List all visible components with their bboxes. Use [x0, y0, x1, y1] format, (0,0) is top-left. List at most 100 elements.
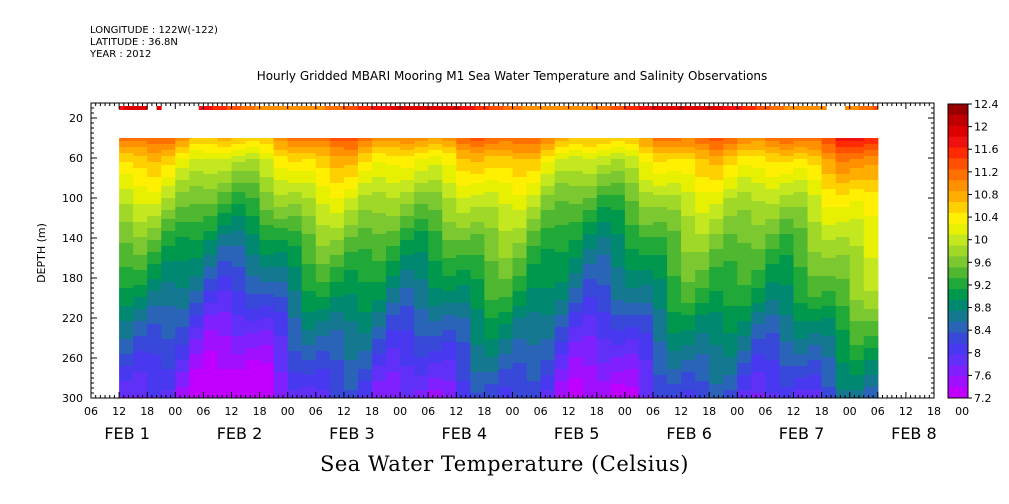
- temperature-cell: [765, 243, 781, 247]
- temperature-cell: [386, 276, 401, 280]
- temperature-cell: [863, 249, 879, 253]
- surface-temperature-cell: [854, 106, 860, 110]
- temperature-cell: [737, 228, 752, 232]
- temperature-cell: [863, 165, 879, 169]
- temperature-cell: [751, 348, 766, 352]
- temperature-cell: [751, 309, 766, 313]
- temperature-cell: [189, 372, 204, 376]
- temperature-cell: [681, 240, 696, 244]
- temperature-cell: [414, 174, 429, 178]
- temperature-cell: [386, 255, 401, 259]
- temperature-cell: [329, 174, 345, 178]
- temperature-cell: [793, 390, 809, 394]
- temperature-cell: [653, 354, 668, 358]
- temperature-cell: [442, 327, 457, 331]
- temperature-cell: [484, 366, 500, 370]
- temperature-cell: [582, 318, 598, 322]
- temperature-cell: [470, 180, 485, 184]
- temperature-cell: [357, 333, 373, 337]
- temperature-cell: [498, 219, 514, 223]
- temperature-cell: [849, 246, 865, 250]
- temperature-cell: [526, 177, 542, 181]
- temperature-cell: [624, 153, 640, 157]
- temperature-cell: [512, 210, 528, 214]
- temperature-cell: [343, 276, 359, 280]
- temperature-cell: [442, 387, 457, 391]
- temperature-cell: [372, 207, 387, 211]
- temperature-cell: [273, 246, 289, 250]
- temperature-cell: [835, 351, 851, 355]
- temperature-cell: [287, 357, 303, 361]
- temperature-cell: [681, 351, 696, 355]
- temperature-cell: [512, 279, 528, 283]
- temperature-cell: [203, 327, 219, 331]
- temperature-cell: [596, 240, 612, 244]
- temperature-cell: [568, 141, 584, 145]
- temperature-cell: [343, 243, 359, 247]
- temperature-cell: [568, 165, 584, 169]
- temperature-cell: [119, 270, 134, 274]
- temperature-cell: [835, 267, 851, 271]
- temperature-cell: [807, 279, 823, 283]
- temperature-cell: [723, 306, 738, 310]
- temperature-cell: [695, 213, 710, 217]
- temperature-cell: [779, 282, 795, 286]
- temperature-cell: [259, 342, 275, 346]
- temperature-cell: [667, 318, 682, 322]
- temperature-cell: [849, 240, 865, 244]
- temperature-cell: [835, 321, 851, 325]
- temperature-cell: [133, 333, 148, 337]
- temperature-cell: [133, 378, 148, 382]
- temperature-cell: [554, 198, 570, 202]
- temperature-cell: [568, 228, 584, 232]
- temperature-cell: [414, 375, 429, 379]
- temperature-cell: [667, 396, 682, 398]
- temperature-cell: [203, 141, 219, 145]
- temperature-cell: [133, 318, 148, 322]
- temperature-cell: [863, 345, 879, 349]
- temperature-cell: [624, 204, 640, 208]
- temperature-cell: [568, 147, 584, 151]
- temperature-cell: [821, 258, 837, 262]
- temperature-cell: [723, 300, 738, 304]
- temperature-cell: [231, 192, 247, 196]
- temperature-cell: [849, 279, 865, 283]
- temperature-cell: [835, 225, 851, 229]
- temperature-cell: [751, 303, 766, 307]
- temperature-cell: [119, 255, 134, 259]
- temperature-cell: [681, 144, 696, 148]
- temperature-cell: [568, 351, 584, 355]
- temperature-cell: [624, 261, 640, 265]
- temperature-cell: [470, 387, 485, 391]
- surface-temperature-cell: [643, 106, 649, 110]
- temperature-cell: [203, 369, 219, 373]
- temperature-cell: [751, 186, 766, 190]
- temperature-cell: [821, 294, 837, 298]
- temperature-cell: [400, 192, 415, 196]
- temperature-cell: [442, 396, 457, 398]
- temperature-cell: [709, 180, 724, 184]
- temperature-cell: [863, 294, 879, 298]
- temperature-cell: [189, 162, 204, 166]
- temperature-cell: [273, 225, 289, 229]
- temperature-cell: [526, 387, 542, 391]
- temperature-cell: [357, 270, 373, 274]
- temperature-cell: [512, 264, 528, 268]
- temperature-cell: [372, 330, 387, 334]
- surface-temperature-cell: [653, 106, 659, 110]
- temperature-cell: [751, 318, 766, 322]
- temperature-cell: [386, 381, 401, 385]
- temperature-cell: [329, 372, 345, 376]
- temperature-cell: [119, 285, 134, 289]
- temperature-cell: [484, 375, 500, 379]
- temperature-cell: [709, 171, 724, 175]
- temperature-cell: [442, 354, 457, 358]
- temperature-cell: [343, 342, 359, 346]
- temperature-cell: [582, 255, 598, 259]
- temperature-cell: [610, 192, 626, 196]
- temperature-cell: [147, 171, 162, 175]
- temperature-cell: [357, 321, 373, 325]
- temperature-cell: [835, 300, 851, 304]
- temperature-cell: [428, 300, 443, 304]
- temperature-cell: [835, 297, 851, 301]
